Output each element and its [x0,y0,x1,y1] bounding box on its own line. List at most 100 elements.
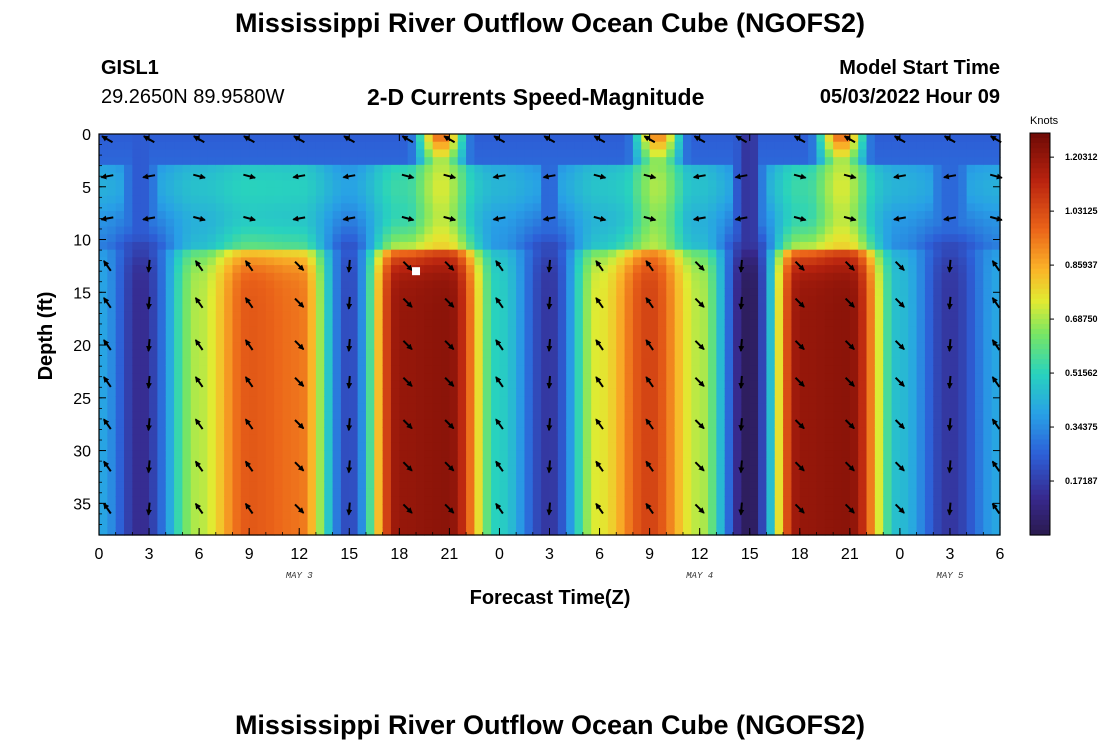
heatmap-cell [733,427,742,436]
heatmap-cell [749,450,759,459]
heatmap-cell [399,234,409,243]
heatmap-cell [224,527,234,536]
heatmap-cell [858,249,868,258]
heatmap-cell [574,380,584,390]
heatmap-cell [299,357,309,366]
heatmap-cell [507,249,517,258]
heatmap-cell [215,411,225,420]
heatmap-cell [674,434,684,444]
heatmap-cell [107,473,117,482]
heatmap-cell [849,373,859,382]
heatmap-cell [657,234,667,243]
heatmap-cell [841,203,851,212]
heatmap-cell [190,481,200,490]
heatmap-cell [632,211,642,220]
heatmap-cell [240,473,250,482]
heatmap-cell [424,496,434,505]
heatmap-cell [841,373,851,382]
heatmap-cell [140,527,150,536]
heatmap-cell [457,164,467,174]
heatmap-cell [390,319,400,328]
heatmap-cell [674,303,684,312]
heatmap-cell [766,527,776,536]
heatmap-cell [682,249,692,258]
heatmap-cell [699,527,709,536]
heatmap-cell [791,211,801,220]
heatmap-cell [474,457,484,467]
heatmap-cell [733,511,742,521]
heatmap-cell [582,396,592,405]
heatmap-cell [582,265,592,274]
heatmap-cell [332,218,342,228]
heatmap-cell [115,380,125,390]
heatmap-cell [524,265,534,274]
heatmap-cell [315,226,325,235]
heatmap-cell [107,349,117,359]
heatmap-cell [557,249,567,258]
heatmap-cell [816,411,826,420]
heatmap-cell [232,427,242,436]
heatmap-cell [549,326,559,336]
heatmap-cell [749,226,759,235]
heatmap-cell [733,257,742,266]
heatmap-cell [841,218,851,228]
heatmap-cell [365,527,375,536]
heatmap-cell [716,241,726,251]
heatmap-cell [307,465,317,474]
heatmap-cell [516,457,526,467]
heatmap-cell [149,504,158,513]
heatmap-cell [808,373,818,382]
heatmap-cell [424,211,434,220]
heatmap-cell [499,149,509,158]
heatmap-cell [749,473,759,482]
heatmap-cell [157,303,167,312]
heatmap-cell [499,141,509,151]
heatmap-cell [566,164,576,174]
heatmap-cell [124,457,133,467]
heatmap-cell [574,211,584,220]
heatmap-cell [766,157,776,166]
heatmap-cell [891,511,901,521]
heatmap-cell [891,357,901,366]
heatmap-cell [532,226,542,235]
heatmap-cell [324,164,334,174]
heatmap-cell [432,218,442,228]
heatmap-cell [232,349,242,359]
heatmap-cell [858,157,868,166]
heatmap-cell [591,488,601,498]
heatmap-cell [858,187,868,197]
heatmap-cell [574,134,584,143]
heatmap-cell [107,403,117,413]
heatmap-cell [607,218,617,228]
heatmap-cell [315,311,325,320]
heatmap-cell [549,396,559,405]
heatmap-cell [215,511,225,521]
heatmap-cell [607,473,617,482]
heatmap-cell [632,203,642,212]
heatmap-cell [365,272,375,282]
heatmap-cell [399,319,409,328]
heatmap-cell [691,442,701,451]
heatmap-cell [549,473,559,482]
heatmap-cell [340,511,350,521]
heatmap-cell [574,234,584,243]
heatmap-cell [616,203,626,212]
heatmap-cell [599,195,609,204]
heatmap-cell [390,396,400,405]
heatmap-cell [741,288,751,297]
heatmap-cell [532,442,542,451]
heatmap-cell [616,411,626,420]
heatmap-cell [582,180,592,189]
heatmap-cell [240,303,250,312]
heatmap-cell [457,141,467,151]
heatmap-cell [340,234,350,243]
heatmap-cell [499,257,509,266]
heatmap-cell [165,473,175,482]
heatmap-cell [708,241,717,251]
heatmap-cell [557,280,567,289]
heatmap-cell [315,442,325,451]
heatmap-cell [774,319,784,328]
heatmap-cell [232,396,242,405]
heatmap-cell [774,249,784,258]
heatmap-cell [282,419,292,428]
